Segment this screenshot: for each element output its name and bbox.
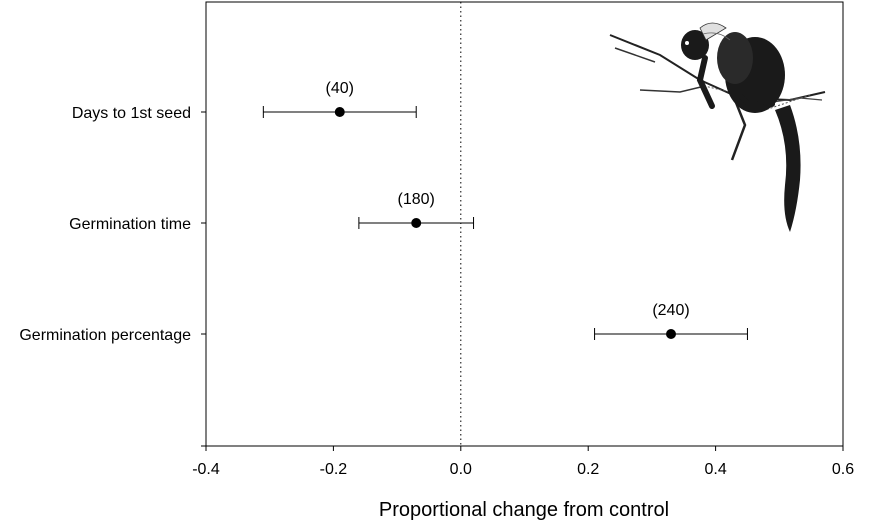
x-tick-label: 0.6 — [832, 461, 854, 478]
x-tick-label: 0.2 — [577, 461, 599, 478]
sample-size-label: (40) — [326, 80, 354, 97]
monkey-illustration — [609, 22, 826, 232]
x-tick-label: -0.2 — [320, 461, 348, 478]
data-point — [411, 218, 422, 228]
x-tick-label: 0.4 — [704, 461, 726, 478]
x-axis-title: Proportional change from control — [379, 499, 669, 520]
sample-size-label: (180) — [398, 191, 435, 208]
y-category-label: Days to 1st seed — [72, 105, 191, 122]
data-marks: (40) (180) (240) — [262, 80, 748, 340]
x-tick-label: 0.0 — [450, 461, 472, 478]
data-point — [666, 329, 677, 339]
y-category-label: Germination time — [69, 216, 191, 233]
x-axis-ticks: -0.4 -0.2 0.0 0.2 0.4 0.6 — [192, 446, 854, 478]
y-axis-ticks: Days to 1st seed Germination time Germinat… — [19, 105, 206, 447]
data-point — [334, 107, 345, 117]
sample-size-label: (240) — [652, 302, 689, 319]
x-tick-label: -0.4 — [192, 461, 220, 478]
plot-frame — [205, 1, 844, 447]
y-category-label: Germination percentage — [19, 327, 191, 344]
